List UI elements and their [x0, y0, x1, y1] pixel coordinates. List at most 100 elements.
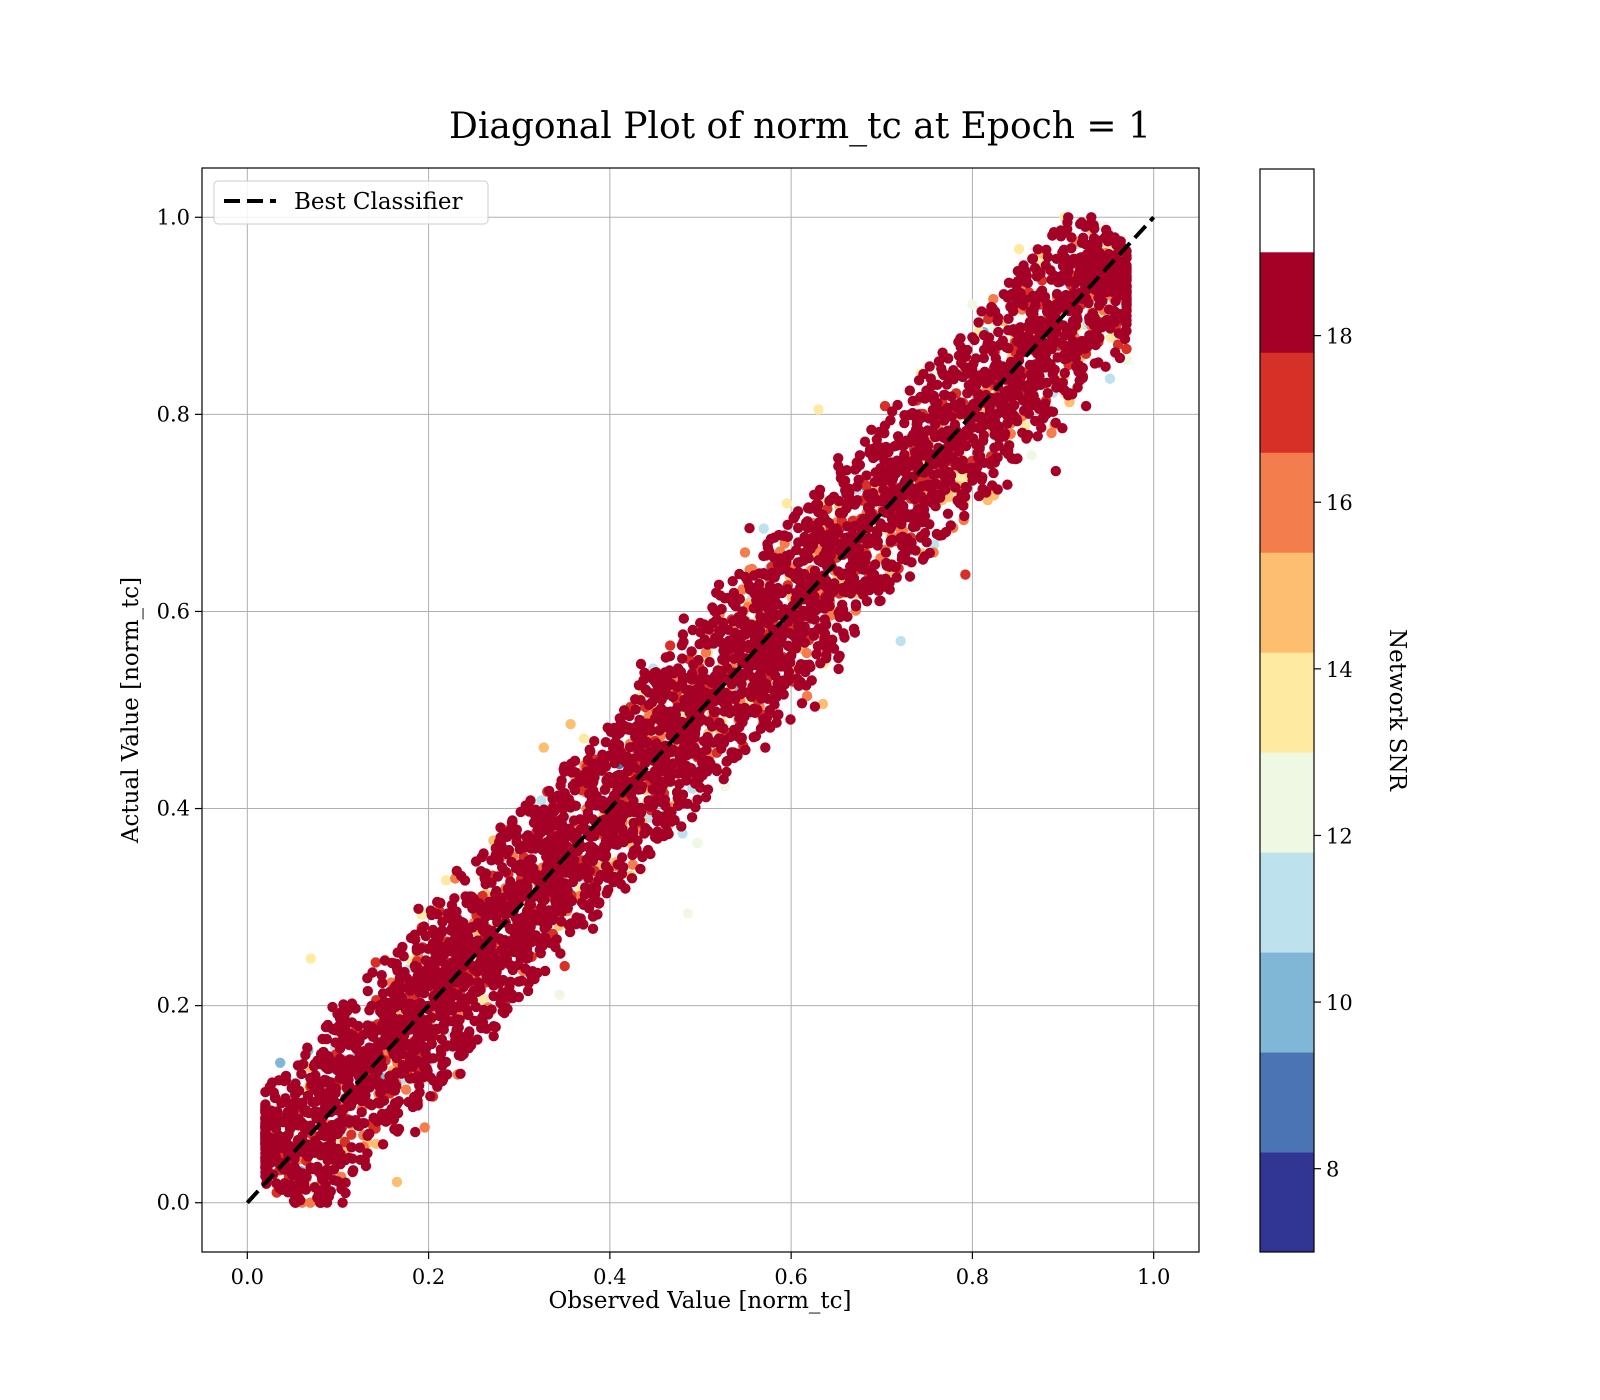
scatter-point [297, 1097, 308, 1108]
scatter-point [377, 977, 388, 989]
scatter-point [392, 1108, 404, 1119]
scatter-point [807, 596, 818, 607]
scatter-point [937, 347, 948, 358]
scatter-point [535, 915, 547, 927]
scatter-point [627, 859, 638, 870]
scatter-point [875, 595, 886, 606]
scatter-point [1060, 252, 1071, 263]
scatter-point [323, 1151, 334, 1163]
scatter-point [700, 647, 712, 658]
scatter-point [551, 847, 562, 858]
scatter-point [600, 860, 612, 872]
scatter-point [1006, 288, 1017, 300]
scatter-point [652, 767, 663, 779]
scatter-point [939, 415, 950, 426]
scatter-point [407, 1057, 419, 1068]
scatter-point [851, 481, 863, 492]
scatter-point [1081, 255, 1092, 266]
scatter-point [1071, 361, 1082, 372]
scatter-point [666, 816, 677, 827]
scatter-point [950, 401, 962, 413]
scatter-point [993, 326, 1004, 338]
scatter-point [795, 678, 806, 689]
scatter-point [789, 631, 800, 642]
scatter-point [1116, 329, 1128, 340]
scatter-point [689, 742, 700, 753]
scatter-point [999, 428, 1011, 439]
scatter-point [427, 977, 438, 988]
scatter-point [981, 487, 992, 498]
scatter-point [644, 801, 655, 812]
scatter-point [569, 767, 580, 778]
scatter-point [776, 587, 788, 599]
scatter-point [727, 576, 738, 587]
scatter-point [988, 293, 999, 305]
scatter-point [555, 814, 566, 826]
scatter-point [346, 1129, 357, 1140]
scatter-point [1121, 287, 1132, 298]
scatter-point [345, 1067, 356, 1079]
scatter-point [923, 413, 935, 424]
scatter-point [630, 694, 641, 705]
scatter-point [1070, 320, 1082, 331]
scatter-point [412, 1095, 423, 1106]
scatter-point [998, 289, 1009, 300]
scatter-point [273, 1130, 284, 1141]
scatter-point [822, 537, 833, 548]
scatter-point [659, 754, 671, 765]
scatter-point [1028, 308, 1039, 320]
scatter-point [680, 684, 692, 695]
scatter-point [485, 957, 497, 968]
scatter-point [320, 1021, 332, 1033]
scatter-point [933, 356, 945, 367]
scatter-point [564, 926, 576, 938]
scatter-point [918, 368, 929, 380]
scatter-point [779, 530, 790, 541]
scatter-point [481, 973, 493, 984]
scatter-point [917, 450, 928, 461]
scatter-point [790, 643, 802, 654]
scatter-point [437, 1074, 449, 1085]
scatter-point [732, 632, 743, 643]
scatter-point [1033, 326, 1045, 337]
scatter-point [1055, 231, 1067, 242]
scatter-point [1029, 262, 1041, 274]
scatter-point [958, 500, 969, 511]
scatter-point [879, 420, 891, 431]
scatter-point [380, 1028, 391, 1040]
scatter-point [339, 1115, 351, 1127]
scatter-point [315, 1197, 326, 1208]
scatter-point [627, 825, 639, 836]
scatter-point [635, 807, 647, 818]
scatter-point [793, 663, 805, 675]
scatter-point [538, 906, 550, 918]
scatter-point [1119, 266, 1131, 277]
scatter-point [362, 985, 373, 997]
scatter-point [868, 452, 879, 464]
scatter-point [1022, 429, 1034, 441]
scatter-point [472, 935, 484, 946]
scatter-point [319, 1074, 330, 1086]
scatter-point [674, 778, 685, 790]
scatter-point [734, 721, 745, 733]
scatter-point [801, 647, 812, 659]
scatter-point [840, 532, 851, 544]
scatter-point [318, 1184, 329, 1195]
scatter-point [479, 873, 490, 884]
scatter-point [682, 798, 693, 809]
scatter-point [1025, 324, 1037, 335]
scatter-point [414, 987, 425, 998]
scatter-point [799, 637, 810, 648]
scatter-point [878, 484, 889, 495]
scatter-point [550, 884, 562, 895]
scatter-point [423, 1022, 435, 1034]
scatter-point [338, 1056, 350, 1067]
scatter-point [960, 569, 971, 580]
scatter-point [781, 498, 793, 509]
scatter-point [673, 800, 684, 811]
scatter-point [443, 989, 454, 1001]
scatter-point [773, 651, 785, 662]
scatter-point [511, 936, 523, 947]
scatter-point [409, 975, 420, 987]
scatter-point [606, 777, 617, 789]
